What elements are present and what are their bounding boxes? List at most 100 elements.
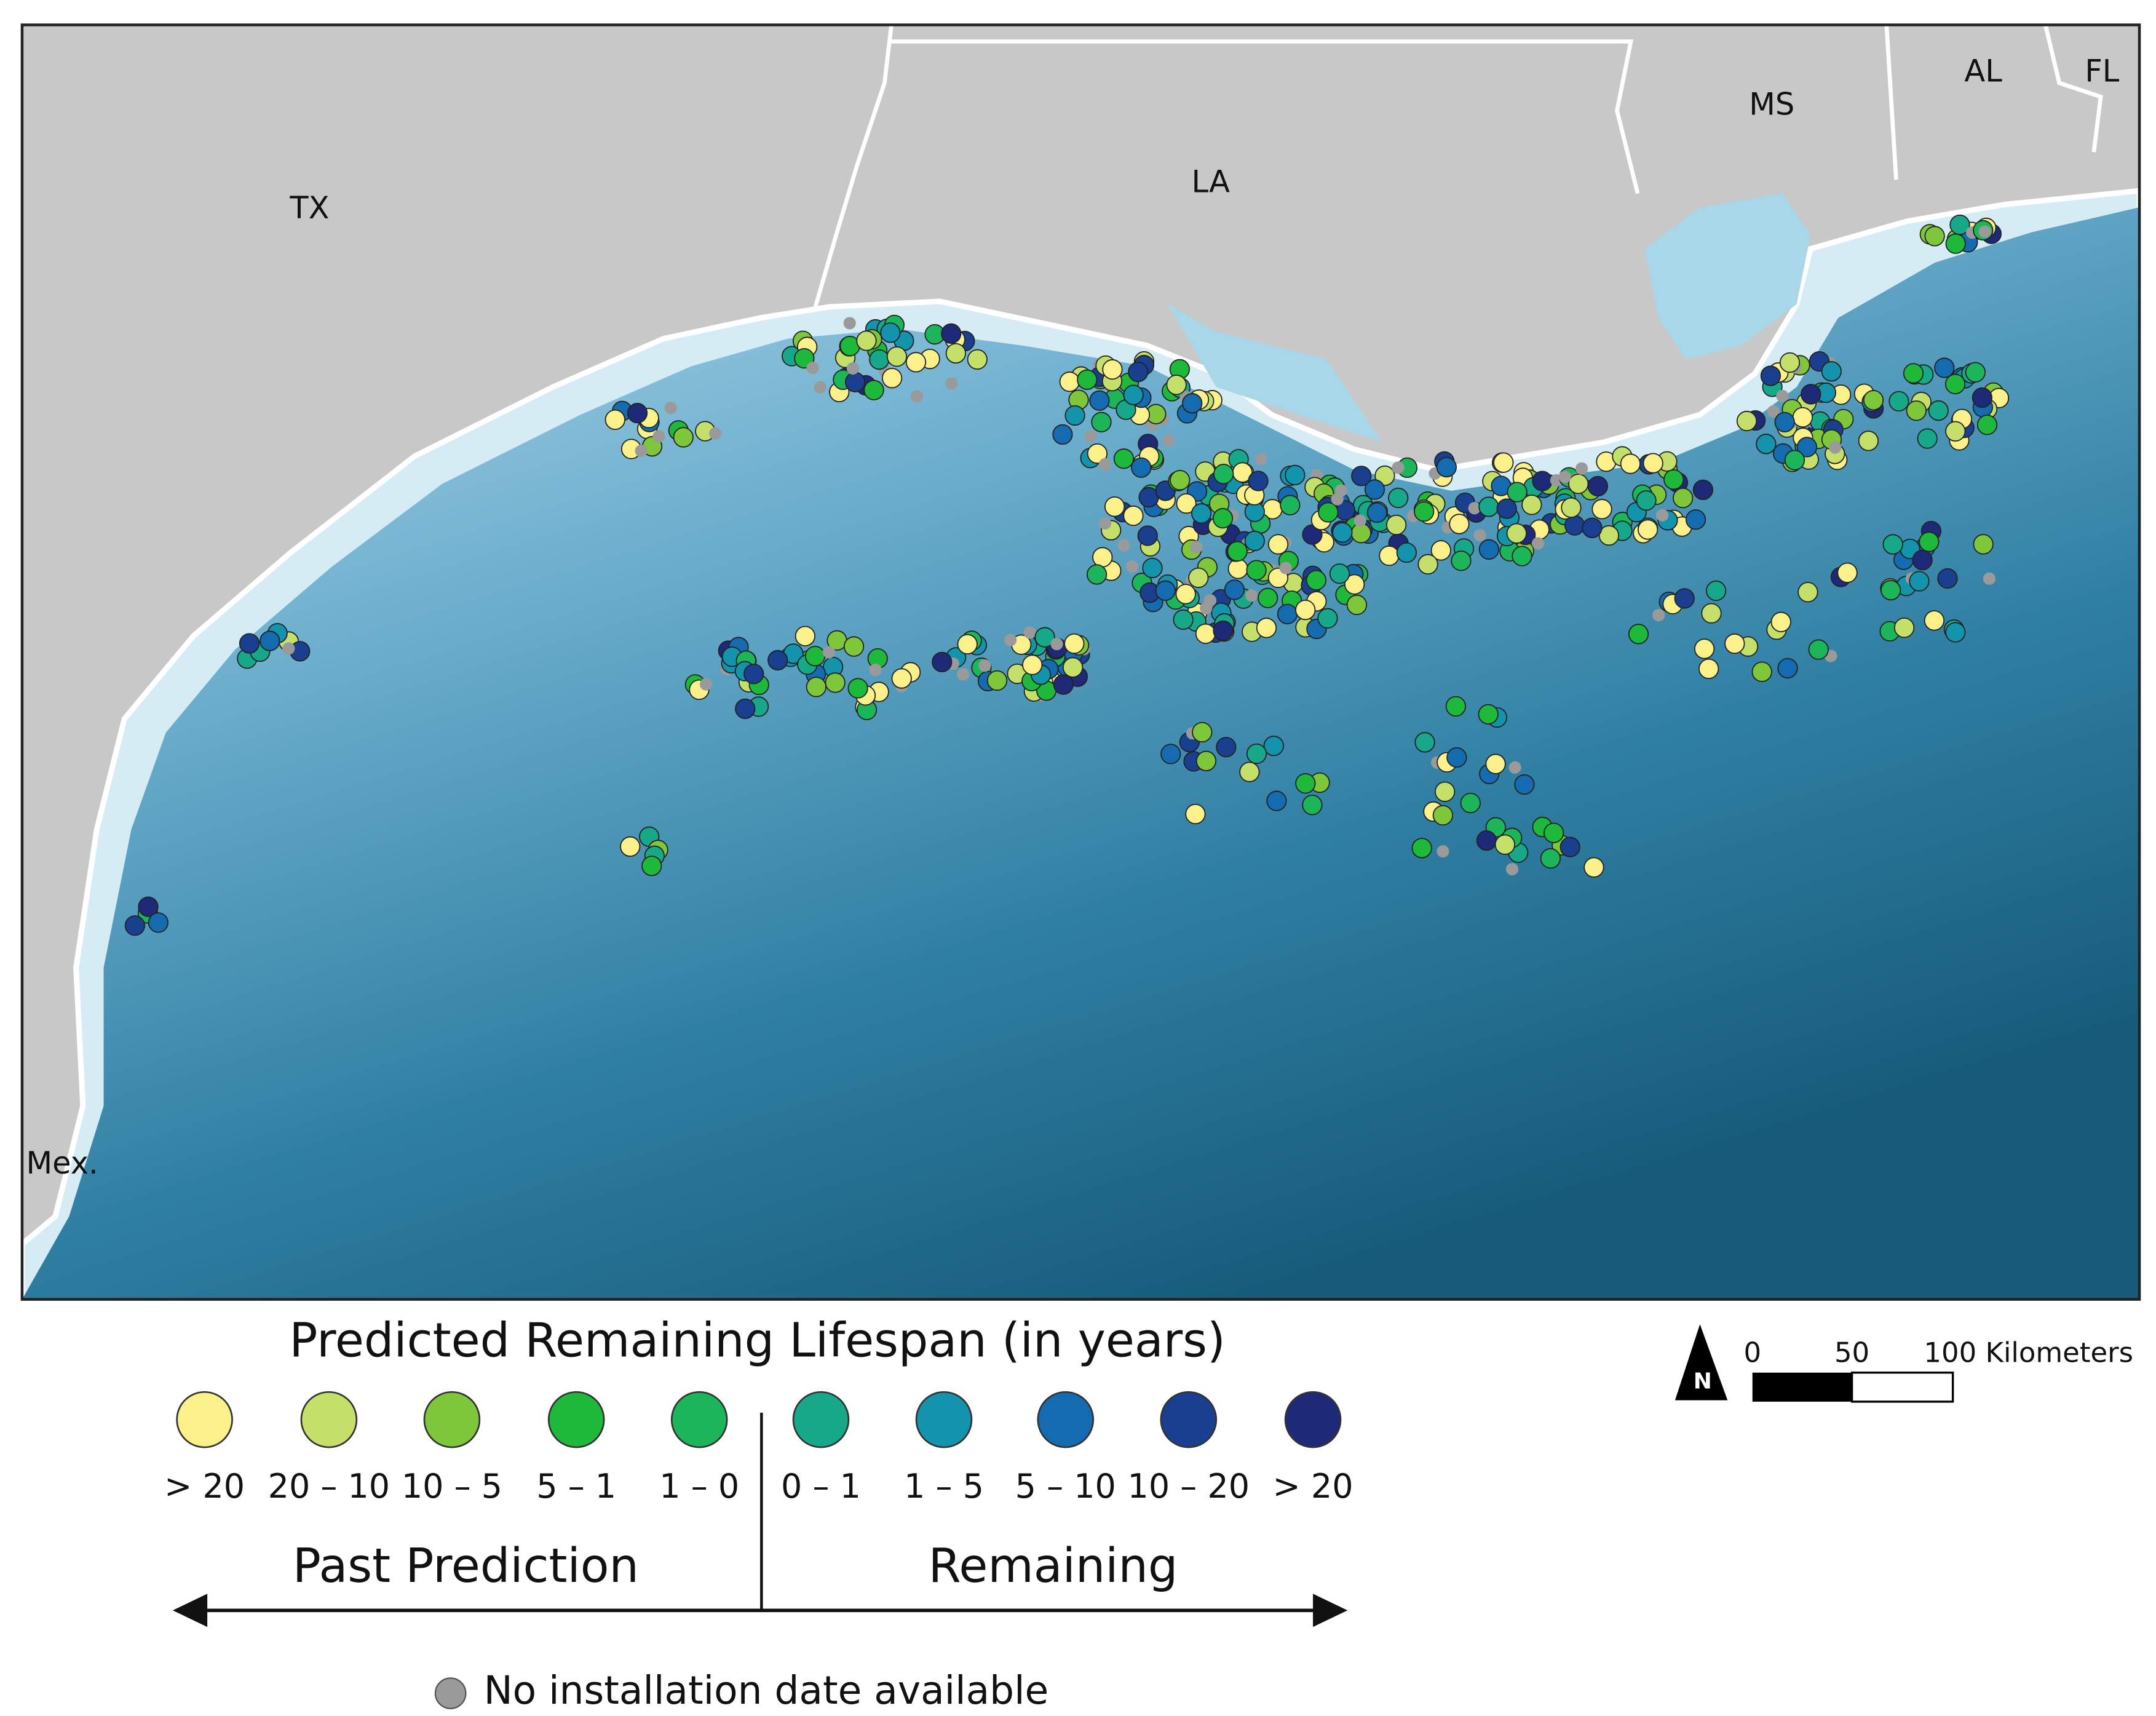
platform-dot <box>1185 803 1206 825</box>
legend-title: Predicted Remaining Lifespan (in years) <box>289 1314 1225 1368</box>
platform-no-date <box>1117 539 1130 552</box>
platform-dot <box>1751 661 1772 682</box>
legend-swatch <box>547 1391 605 1448</box>
platform-dot <box>1736 410 1758 432</box>
legend-swatch <box>1160 1391 1218 1448</box>
platform-dot <box>1366 502 1388 523</box>
platform-no-date <box>1331 493 1344 506</box>
platform-dot <box>1374 465 1395 487</box>
platform-no-date <box>910 390 924 403</box>
platform-dot <box>1062 657 1084 678</box>
platform-dot <box>844 371 866 392</box>
platform-no-date <box>1767 405 1780 418</box>
platform-no-date <box>635 444 648 458</box>
platform-dot <box>1694 638 1715 659</box>
platform-dot <box>1052 424 1073 445</box>
platform-dot <box>804 646 826 667</box>
platform-dot <box>1176 493 1197 514</box>
platform-dot <box>1934 357 1955 378</box>
platform-dot <box>1318 502 1339 523</box>
platform-dot <box>1285 464 1306 486</box>
platform-dot <box>1698 658 1719 680</box>
platform-dot <box>1192 721 1213 743</box>
platform-dot <box>1191 503 1212 524</box>
platform-dot <box>1685 509 1706 530</box>
platform-dot <box>1837 562 1858 583</box>
platform-dot <box>1244 530 1265 552</box>
platform-dot <box>1059 371 1080 392</box>
platform-dot <box>1317 608 1338 629</box>
north-label: N <box>1694 1368 1712 1394</box>
platform-no-date <box>1392 461 1405 474</box>
platform-dot <box>1267 534 1289 555</box>
platform-dot <box>1965 362 1986 383</box>
platform-dot <box>806 677 826 697</box>
platform-dot <box>1166 375 1187 395</box>
platform-dot <box>1779 352 1801 373</box>
platform-dot <box>1131 457 1152 478</box>
platform-no-date <box>1829 441 1842 454</box>
platform-dot <box>1924 226 1945 247</box>
platform-dot <box>932 651 953 673</box>
platform-dot <box>1195 750 1217 771</box>
scale-bar-white <box>1850 1372 1954 1403</box>
platform-dot <box>1295 773 1316 794</box>
platform-dot <box>1432 804 1453 826</box>
platform-no-date <box>1245 589 1258 602</box>
platform-no-date <box>1162 434 1175 447</box>
platform-dot <box>1506 523 1527 544</box>
platform-dot <box>673 427 694 448</box>
platform-dot <box>1246 743 1267 765</box>
platform-dot <box>1808 639 1829 660</box>
platform-no-date <box>1254 453 1267 466</box>
platform-dot <box>1379 545 1400 566</box>
platform-dot <box>1582 517 1603 538</box>
platform-dot <box>1170 470 1191 491</box>
platform-dot <box>957 634 978 655</box>
no-data-label: No installation date available <box>484 1668 1049 1713</box>
platform-dot <box>1882 534 1903 555</box>
legend-label: 10 – 5 <box>402 1467 502 1506</box>
platform-dot <box>1512 546 1532 566</box>
legend: > 20 20 – 10 10 – 5 5 – 1 1 – 0 0 – 1 1 – 5 5 –… <box>164 1391 1353 1506</box>
platform-no-date <box>806 362 819 375</box>
platform-dot <box>627 403 648 424</box>
platform-no-date <box>814 381 826 394</box>
scale-label: 100 Kilometers <box>1924 1337 2133 1369</box>
platform-dot <box>1123 384 1144 405</box>
platform-dot <box>1543 822 1564 843</box>
legend-label: > 20 <box>1273 1467 1353 1506</box>
platform-dot <box>1568 474 1589 495</box>
platform-dot <box>1801 384 1821 405</box>
platform-dot <box>967 349 988 370</box>
platform-dot <box>1663 469 1684 490</box>
platform-dot <box>620 836 641 857</box>
platform-dot <box>1346 594 1368 616</box>
platform-dot <box>1224 579 1245 600</box>
platform-dot <box>1507 482 1528 502</box>
north-arrow <box>1674 1324 1728 1400</box>
legend-label: 5 – 10 <box>1015 1467 1116 1506</box>
platform-dot <box>1344 574 1365 595</box>
platform-dot <box>1213 620 1234 642</box>
platform-dot <box>825 672 846 693</box>
place-label: MS <box>1749 87 1794 122</box>
platform-dot <box>1092 547 1113 568</box>
platform-dot <box>1784 450 1805 471</box>
legend-swatch <box>915 1391 973 1448</box>
platform-dot <box>239 633 260 654</box>
platform-dot <box>1863 390 1884 411</box>
platform-dot <box>1583 857 1604 878</box>
platform-no-date <box>1084 430 1097 443</box>
platform-dot <box>1227 558 1248 579</box>
platform-dot <box>148 912 169 933</box>
platform-dot <box>1451 550 1472 571</box>
platform-dot <box>886 346 908 367</box>
platform-no-date <box>1652 609 1665 622</box>
platform-dot <box>1937 568 1958 589</box>
platform-no-date <box>1558 471 1571 483</box>
platform-dot <box>1434 781 1456 802</box>
place-label: AL <box>1964 54 2002 89</box>
platform-no-date <box>1983 572 1996 585</box>
platform-dot <box>1089 390 1110 411</box>
